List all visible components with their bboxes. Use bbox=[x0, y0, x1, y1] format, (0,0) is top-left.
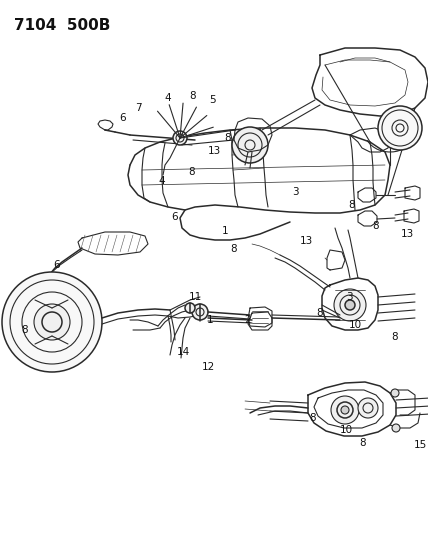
Text: 8: 8 bbox=[360, 438, 366, 448]
Text: 1: 1 bbox=[207, 315, 213, 325]
Circle shape bbox=[334, 289, 366, 321]
Circle shape bbox=[358, 398, 378, 418]
Text: 8: 8 bbox=[310, 413, 316, 423]
Text: 8: 8 bbox=[190, 91, 196, 101]
Circle shape bbox=[192, 304, 208, 320]
Text: 3: 3 bbox=[346, 292, 352, 302]
Text: 13: 13 bbox=[208, 146, 220, 156]
Text: 3: 3 bbox=[292, 187, 298, 197]
Circle shape bbox=[391, 389, 399, 397]
Text: 12: 12 bbox=[202, 362, 214, 372]
Text: 5: 5 bbox=[210, 95, 216, 105]
Text: 1: 1 bbox=[222, 226, 228, 236]
Text: 6: 6 bbox=[172, 212, 178, 222]
Text: 7104  500B: 7104 500B bbox=[14, 18, 110, 33]
Text: 13: 13 bbox=[400, 229, 413, 239]
Circle shape bbox=[331, 396, 359, 424]
Circle shape bbox=[392, 120, 408, 136]
Text: 6: 6 bbox=[54, 260, 60, 270]
Text: 8: 8 bbox=[231, 244, 237, 254]
Circle shape bbox=[173, 131, 187, 145]
Circle shape bbox=[232, 127, 268, 163]
Circle shape bbox=[34, 304, 70, 340]
Text: 11: 11 bbox=[188, 292, 202, 302]
Text: 2: 2 bbox=[245, 315, 251, 325]
Text: 13: 13 bbox=[299, 236, 312, 246]
Text: 8: 8 bbox=[349, 200, 355, 210]
Text: 8: 8 bbox=[225, 133, 231, 143]
Circle shape bbox=[378, 106, 422, 150]
Text: 14: 14 bbox=[176, 347, 190, 357]
Circle shape bbox=[341, 406, 349, 414]
Text: 10: 10 bbox=[339, 425, 353, 435]
Text: 8: 8 bbox=[317, 308, 323, 318]
Text: 10: 10 bbox=[348, 320, 362, 330]
Circle shape bbox=[392, 424, 400, 432]
Text: 8: 8 bbox=[22, 325, 28, 335]
Text: 8: 8 bbox=[189, 167, 195, 177]
Circle shape bbox=[185, 303, 195, 313]
Circle shape bbox=[345, 300, 355, 310]
Circle shape bbox=[245, 140, 255, 150]
Text: 4: 4 bbox=[165, 93, 171, 103]
Text: 7: 7 bbox=[135, 103, 141, 113]
Text: 15: 15 bbox=[413, 440, 427, 450]
Text: 4: 4 bbox=[159, 176, 165, 186]
Text: 8: 8 bbox=[392, 332, 398, 342]
Circle shape bbox=[2, 272, 102, 372]
Text: 6: 6 bbox=[120, 113, 126, 123]
Text: 8: 8 bbox=[373, 221, 379, 231]
